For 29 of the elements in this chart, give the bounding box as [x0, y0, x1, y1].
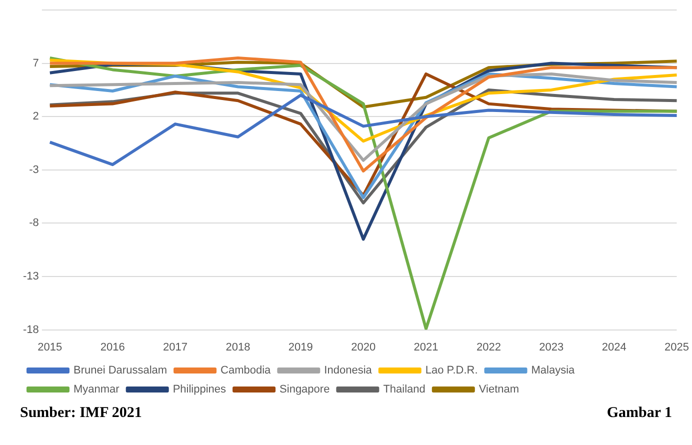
- x-tick-label: 2016: [100, 341, 125, 354]
- legend-label: Thailand: [383, 384, 426, 396]
- x-tick-label: 2018: [226, 341, 250, 354]
- legend-label: Vietnam: [478, 384, 520, 396]
- y-tick-label: -8: [29, 217, 39, 230]
- legend-label: Brunei Darussalam: [74, 364, 168, 377]
- x-tick-label: 2022: [476, 341, 501, 354]
- legend-label: Malaysia: [531, 364, 576, 377]
- y-tick-label: -18: [22, 324, 39, 336]
- x-tick-label: 2017: [163, 341, 188, 354]
- legend-label: Philippines: [172, 384, 227, 396]
- x-tick-label: 2015: [38, 341, 62, 354]
- y-tick-label: -13: [22, 270, 39, 283]
- legend-label: Myanmar: [74, 384, 120, 396]
- x-tick-label: 2023: [539, 341, 564, 354]
- x-tick-label: 2019: [288, 341, 313, 354]
- text: Gambar 1: [606, 405, 672, 422]
- x-tick-label: 2020: [351, 341, 376, 354]
- y-tick-label: -3: [29, 164, 39, 176]
- legend-label: Lao P.D.R.: [425, 364, 478, 377]
- y-tick-label: 7: [32, 57, 39, 70]
- text: Sumber: IMF 2021: [20, 405, 142, 422]
- x-tick-label: 2025: [664, 341, 690, 354]
- x-tick-label: 2021: [414, 341, 438, 354]
- legend-label: Cambodia: [220, 364, 272, 377]
- legend-label: Singapore: [280, 384, 330, 396]
- x-tick-label: 2024: [602, 341, 626, 354]
- y-tick-label: 2: [32, 110, 39, 123]
- legend-label: Indonesia: [324, 364, 373, 377]
